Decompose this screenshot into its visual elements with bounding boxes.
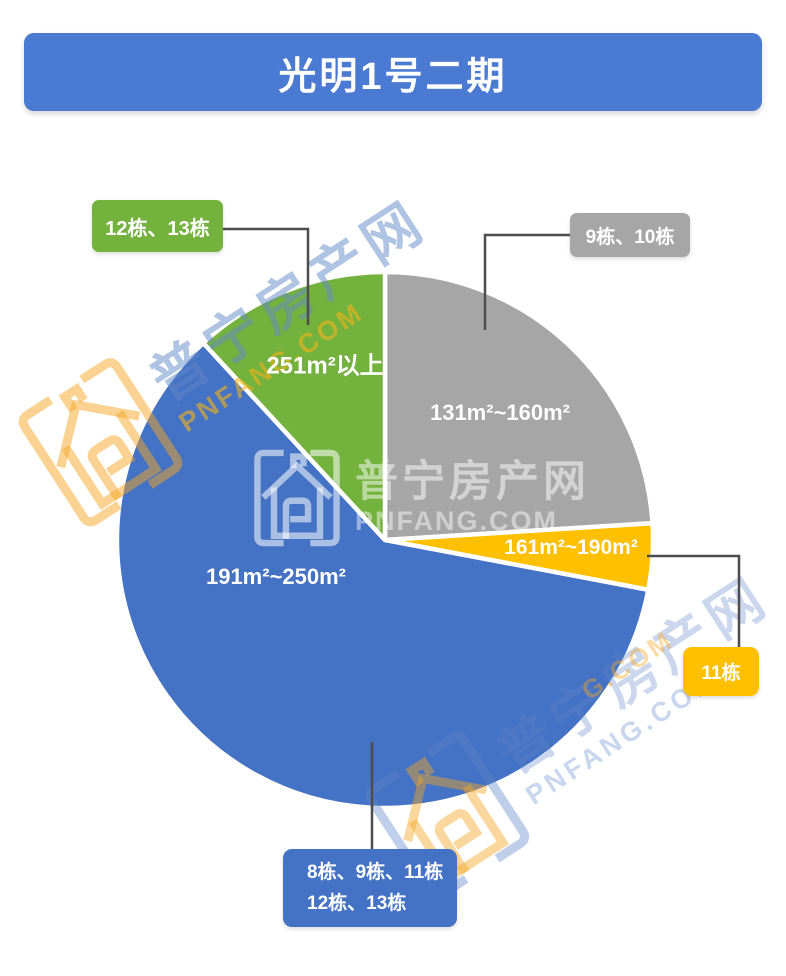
callout-green-label: 12栋、13栋 (105, 217, 210, 240)
slice-label-green: 251m²以上 (266, 352, 384, 380)
callout-yellow-buildings: 11栋 (683, 647, 759, 696)
page-title: 光明1号二期 (278, 55, 508, 98)
callout-blue-label-line2: 12栋、13栋 (307, 893, 407, 914)
connector-green (223, 227, 310, 325)
connector-gray (483, 233, 570, 330)
title-banner: 光明1号二期 (24, 33, 762, 111)
slice-label-gray: 131m²~160m² (429, 400, 571, 425)
callout-gray-buildings: 9栋、10栋 (570, 213, 690, 257)
callout-green-buildings: 12栋、13栋 (92, 200, 223, 252)
pie-slice-0 (382, 269, 655, 543)
callout-yellow-label: 11栋 (701, 663, 741, 684)
callout-blue-label-line1: 8栋、9栋、11栋 (307, 862, 444, 883)
slice-label-blue: 191m²~250m² (205, 564, 347, 589)
slice-label-yellow: 161m²~190m² (504, 536, 638, 559)
callout-blue-buildings: 8栋、9栋、11栋 12栋、13栋 (283, 849, 457, 927)
callout-gray-label: 9栋、10栋 (585, 226, 675, 248)
connector-yellow (647, 554, 741, 648)
